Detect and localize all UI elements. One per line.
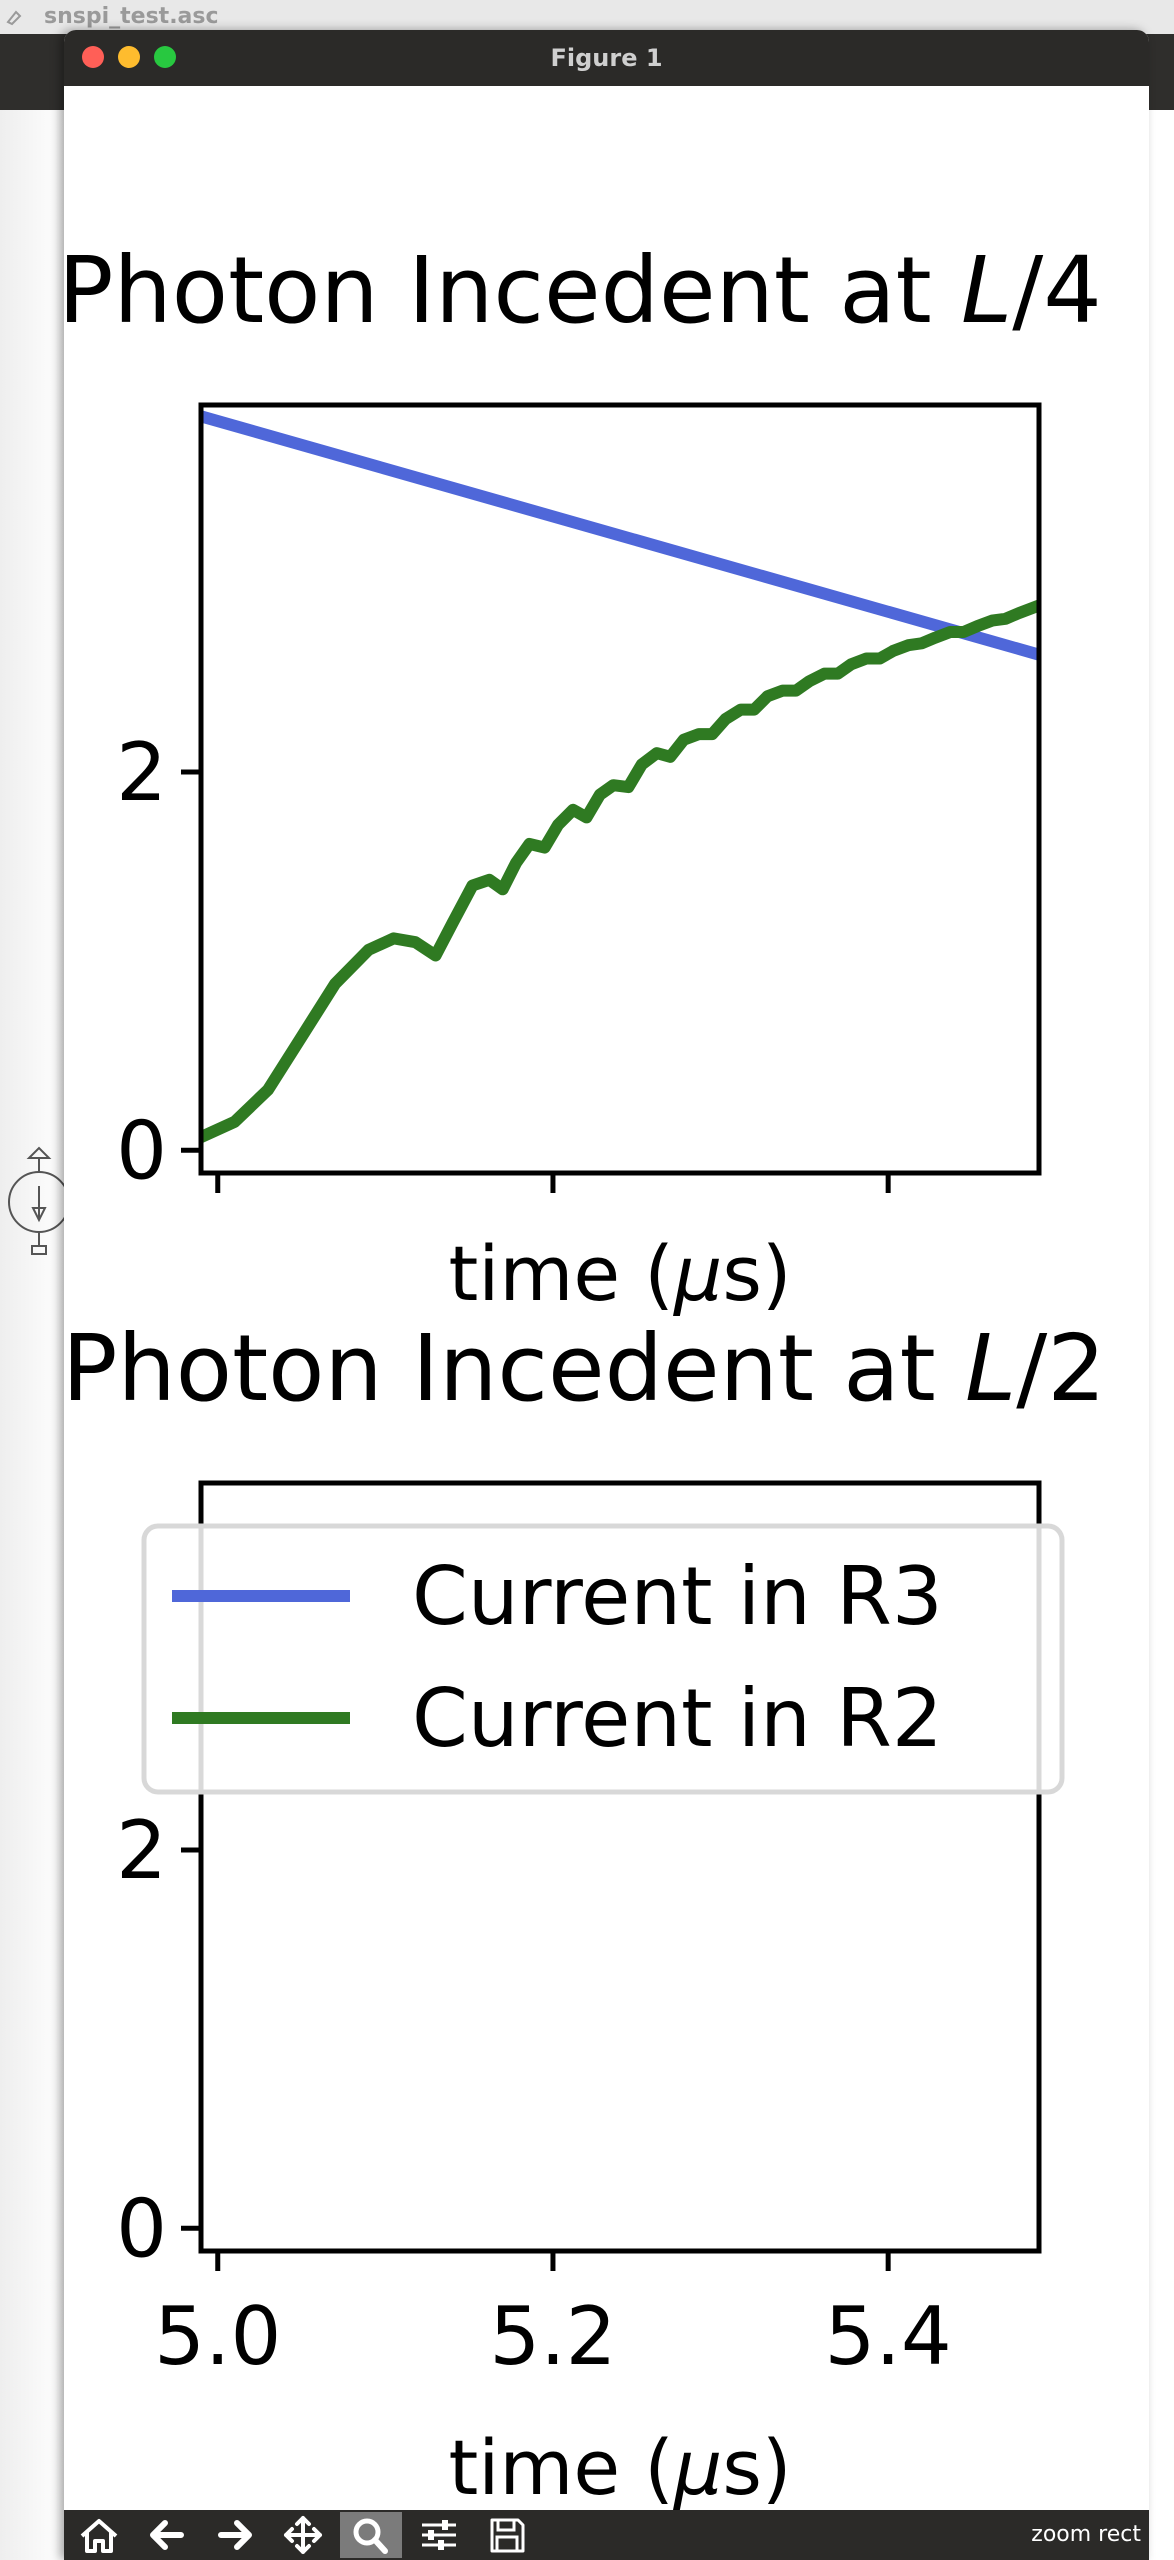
arrow-left-icon (150, 2520, 184, 2550)
minimize-button[interactable] (118, 46, 140, 68)
zoom-button[interactable] (340, 2512, 402, 2558)
toolbar-status: zoom rect (1031, 2522, 1141, 2547)
home-icon (80, 2519, 118, 2553)
legend-box (141, 1523, 1065, 1795)
configure-subplots-button[interactable] (408, 2512, 470, 2558)
xtick-label: 5.4 (825, 2290, 952, 2383)
home-button[interactable] (68, 2512, 130, 2558)
subplot1-axes-frame (198, 402, 1042, 1176)
subplot2-yticks: 02 (116, 1804, 201, 2275)
subplot2-xlabel: time (μs) (448, 2423, 791, 2510)
subplot1-yticks: 02 (116, 726, 201, 1197)
subplot2-axes-frame (198, 1480, 1042, 2254)
floppy-disk-icon (490, 2518, 525, 2553)
xtick-label: 5.0 (154, 2290, 281, 2383)
subplot1-xticks (215, 1173, 891, 1193)
pan-button[interactable] (272, 2512, 334, 2558)
ytick-label: 0 (116, 2182, 167, 2275)
series-line-1 (198, 599, 1042, 1143)
background-file-title: snspi_test.asc (44, 4, 219, 29)
zoom-window-button[interactable] (154, 46, 176, 68)
save-button[interactable] (476, 2512, 538, 2558)
background-schematic-area (0, 110, 66, 2560)
arrow-right-icon (218, 2520, 252, 2550)
close-button[interactable] (82, 46, 104, 68)
window-titlebar: Figure 1 (64, 30, 1149, 87)
series-line-0 (199, 410, 1041, 661)
figure-svg[interactable]: Photon Incedent at L/4 02 time (μs) Phot… (64, 86, 1149, 2510)
ytick-label: 2 (116, 1804, 167, 1897)
document-icon (6, 10, 22, 26)
window-title: Figure 1 (550, 44, 663, 72)
back-button[interactable] (136, 2512, 198, 2558)
subplot1-title: Photon Incedent at L/4 (64, 237, 1102, 344)
legend-label-r2: Current in R2 (412, 1672, 943, 1765)
move-icon (284, 2516, 322, 2554)
current-source-symbol-icon (8, 1146, 66, 1255)
subplot2-title-text: Photon Incedent at (64, 1315, 965, 1422)
subplot2-title: Photon Incedent at L/2 (64, 1315, 1106, 1422)
subplot1-title-math: L (961, 237, 1012, 344)
subplot2-title-math: L (965, 1315, 1016, 1422)
background-window-titlebar: snspi_test.asc (0, 0, 1174, 34)
sliders-icon (422, 2520, 456, 2550)
subplot1-xlabel: time (μs) (448, 1229, 791, 1318)
forward-button[interactable] (204, 2512, 266, 2558)
magnifier-icon (353, 2518, 388, 2554)
navigation-toolbar: zoom rect (64, 2510, 1149, 2560)
ytick-label: 2 (116, 726, 167, 819)
xtick-label: 5.2 (489, 2290, 616, 2383)
legend-label-r3: Current in R3 (412, 1550, 943, 1643)
subplot1-title-suffix: /4 (1012, 237, 1102, 344)
subplot2-legend[interactable]: Current in R3 Current in R2 (141, 1523, 1065, 1795)
subplot1-series (198, 410, 1042, 1143)
ytick-label: 0 (116, 1104, 167, 1197)
subplot2-title-suffix: /2 (1016, 1315, 1106, 1422)
subplot1-title-text: Photon Incedent at (64, 237, 961, 344)
subplot2-xticks: 5.0 5.2 5.4 (154, 2251, 952, 2383)
